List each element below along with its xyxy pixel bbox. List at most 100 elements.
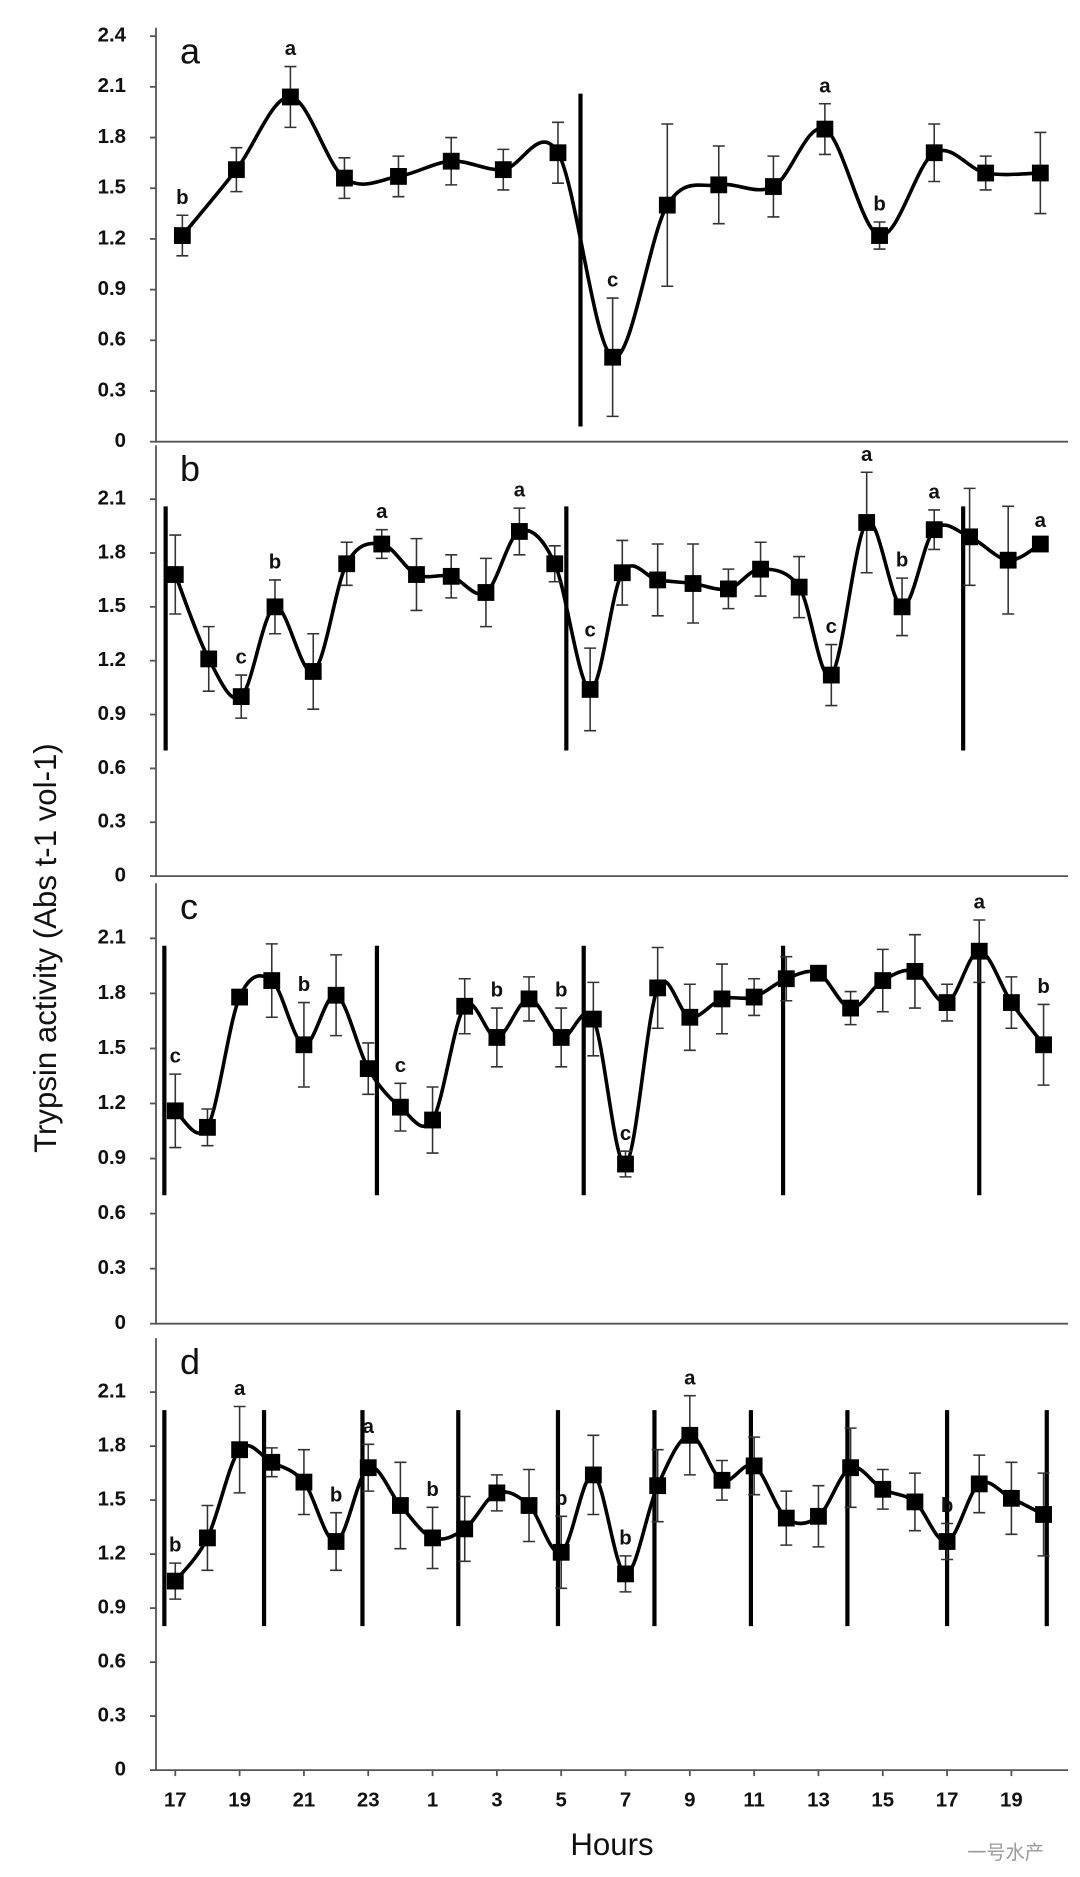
- marker: [282, 88, 299, 106]
- marker: [232, 688, 250, 705]
- marker: [649, 1477, 667, 1495]
- y-axis-label: Trypsin activity (Abs t-1 vol-1): [28, 743, 63, 1153]
- watermark: 一号水产: [967, 1842, 1044, 1864]
- marker: [842, 999, 860, 1017]
- marker: [874, 972, 892, 989]
- significance-letter: b: [426, 1479, 438, 1501]
- y-tick-label: 1.5: [98, 595, 126, 617]
- marker: [424, 1529, 441, 1547]
- panel-label: c: [180, 886, 198, 927]
- y-tick-label: 2.1: [98, 488, 126, 510]
- panel-label: a: [180, 31, 201, 72]
- y-tick-label: 1.8: [98, 982, 126, 1004]
- significance-letter: b: [330, 1484, 342, 1506]
- significance-letter: a: [234, 1378, 246, 1400]
- significance-letter: b: [176, 187, 188, 209]
- marker: [584, 1466, 602, 1484]
- marker: [1035, 1506, 1052, 1523]
- y-tick-label: 0: [115, 1312, 126, 1334]
- significance-letter: a: [363, 1416, 375, 1438]
- x-tick-label: 17: [936, 1790, 959, 1812]
- marker: [304, 663, 322, 680]
- x-tick-label: 1: [427, 1790, 438, 1812]
- x-tick-label: 19: [1000, 1790, 1023, 1812]
- marker: [765, 178, 782, 195]
- marker: [295, 1036, 313, 1054]
- y-tick-label: 1.2: [98, 1092, 126, 1114]
- marker: [424, 1111, 441, 1129]
- significance-letter: a: [819, 75, 831, 97]
- marker: [1031, 535, 1049, 553]
- significance-letter: b: [555, 1488, 567, 1510]
- marker: [790, 578, 808, 596]
- marker: [327, 1533, 345, 1550]
- marker: [263, 1453, 281, 1471]
- y-tick-label: 0.3: [98, 379, 126, 401]
- marker: [925, 521, 943, 539]
- significance-letter: b: [896, 550, 908, 572]
- x-tick-label: 3: [491, 1790, 502, 1812]
- marker: [745, 1457, 763, 1475]
- marker: [906, 1493, 924, 1511]
- significance-letter: a: [974, 892, 986, 914]
- marker: [658, 196, 676, 214]
- significance-letter: a: [929, 482, 941, 504]
- marker: [613, 564, 631, 582]
- y-tick-label: 2.1: [98, 75, 126, 97]
- marker: [488, 1029, 506, 1046]
- significance-letter: b: [1037, 976, 1049, 998]
- y-tick-label: 1.5: [98, 177, 126, 199]
- marker: [581, 681, 599, 698]
- marker: [970, 1475, 988, 1493]
- marker: [227, 161, 245, 179]
- significance-letter: b: [941, 1495, 953, 1517]
- marker: [777, 1509, 795, 1527]
- y-tick-label: 0.9: [98, 278, 126, 300]
- marker: [338, 555, 356, 573]
- marker: [713, 1471, 731, 1489]
- significance-letter: b: [555, 980, 567, 1002]
- marker: [200, 650, 218, 668]
- y-tick-label: 0.6: [98, 1202, 126, 1224]
- marker: [549, 144, 567, 162]
- marker: [584, 1010, 602, 1028]
- marker: [816, 120, 834, 138]
- marker: [1031, 164, 1049, 182]
- significance-letter: a: [684, 1367, 696, 1389]
- y-tick-label: 2.1: [98, 1380, 126, 1402]
- marker: [752, 560, 769, 578]
- marker: [359, 1060, 377, 1078]
- y-tick-label: 0.9: [98, 1147, 126, 1169]
- significance-letter: a: [376, 501, 388, 523]
- marker: [977, 164, 995, 182]
- marker: [720, 580, 737, 598]
- marker: [649, 979, 667, 997]
- significance-letter: c: [236, 647, 247, 669]
- marker: [456, 997, 474, 1015]
- marker: [925, 144, 943, 162]
- marker: [266, 598, 284, 616]
- marker: [520, 990, 538, 1008]
- marker: [408, 566, 425, 583]
- marker: [713, 990, 731, 1008]
- significance-letter: a: [861, 444, 873, 466]
- y-tick-label: 0.3: [98, 811, 126, 833]
- series-line: [180, 95, 1041, 360]
- marker: [681, 1008, 699, 1026]
- x-axis-label: Hours: [570, 1827, 653, 1862]
- marker: [231, 1441, 249, 1459]
- marker: [1003, 994, 1020, 1011]
- y-tick-label: 0.6: [98, 329, 126, 351]
- panel-label: d: [180, 1341, 200, 1382]
- marker: [327, 986, 345, 1004]
- marker: [552, 1543, 570, 1561]
- x-tick-label: 23: [357, 1790, 380, 1812]
- marker: [938, 994, 956, 1011]
- y-tick-label: 1.2: [98, 1542, 126, 1564]
- marker: [893, 598, 911, 616]
- y-tick-label: 1.5: [98, 1037, 126, 1059]
- marker: [810, 964, 827, 982]
- significance-letter: c: [170, 1046, 181, 1068]
